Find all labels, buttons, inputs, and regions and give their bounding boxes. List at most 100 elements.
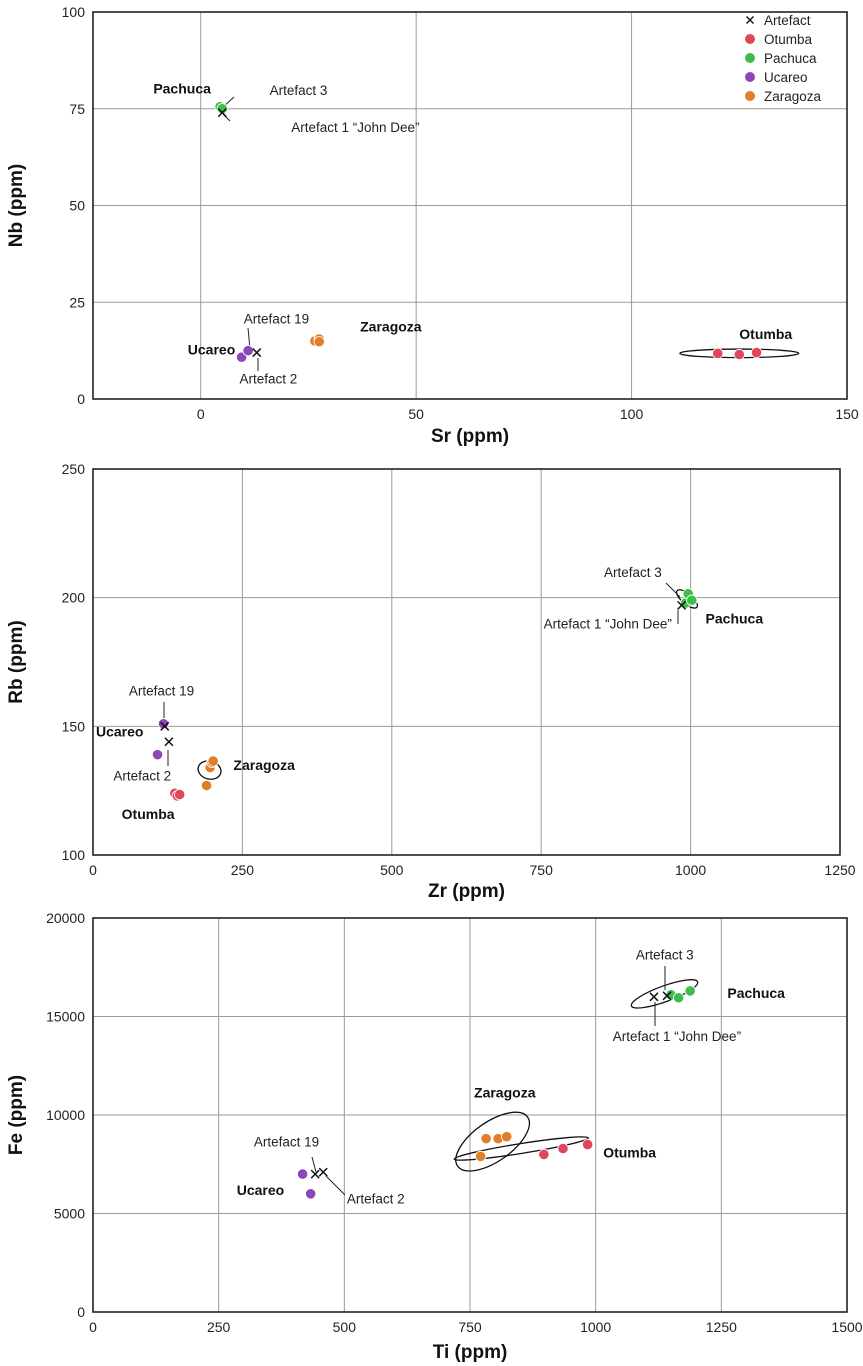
x-tick-label: 1250: [706, 1319, 737, 1335]
x-tick-label: 1500: [831, 1319, 862, 1335]
x-tick-label: 1000: [675, 862, 706, 878]
legend-otumba-icon: [745, 34, 755, 44]
y-tick-label: 75: [69, 101, 85, 117]
otumba-point: [750, 346, 763, 359]
zaragoza-point: [313, 336, 325, 348]
y-tick-label: 10000: [46, 1107, 85, 1123]
x-tick-label: 250: [207, 1319, 231, 1335]
ucareo-point: [242, 345, 254, 357]
y-tick-label: 20000: [46, 910, 85, 926]
x-tick-label: 500: [380, 862, 404, 878]
artefact-point: [217, 108, 227, 118]
x-tick-label: 500: [333, 1319, 357, 1335]
artefact-point: [160, 721, 170, 731]
otumba-point: [538, 1148, 550, 1161]
y-tick-label: 100: [62, 847, 86, 863]
otumba-point: [557, 1142, 569, 1155]
ucareo-point: [157, 718, 170, 730]
x-tick-label: 750: [530, 862, 554, 878]
source-label: Zaragoza: [360, 318, 422, 334]
source-label: Otumba: [739, 326, 792, 342]
artefact-annotation: Artefact 2: [239, 372, 297, 387]
confidence-ellipse: [453, 1136, 589, 1161]
annotation-leader: [665, 582, 681, 598]
otumba-point: [733, 348, 745, 361]
x-tick-label: 250: [231, 862, 255, 878]
otumba-point: [712, 347, 724, 359]
y-tick-label: 15000: [46, 1009, 85, 1025]
legend: Artefact Otumba Pachuca Ucareo Zaragoza: [745, 13, 822, 104]
legend-pachuca-icon: [745, 53, 755, 63]
y-tick-label: 150: [62, 718, 86, 734]
artefact-annotation: Artefact 2: [347, 1192, 405, 1207]
confidence-ellipse: [630, 979, 699, 1009]
y-axis-label: Nb (ppm): [6, 164, 27, 247]
zaragoza-point: [200, 779, 213, 792]
artefact-point: [318, 1167, 328, 1177]
pachuca-point: [684, 985, 696, 997]
artefact-point: [252, 348, 262, 358]
y-tick-label: 200: [62, 590, 86, 606]
x-axis-label: Sr (ppm): [431, 426, 509, 447]
zaragoza-point: [474, 1150, 487, 1162]
artefact-annotation: Artefact 19: [254, 1135, 319, 1150]
x-tick-label: 100: [620, 406, 644, 422]
x-tick-label: 0: [89, 862, 97, 878]
source-label: Zaragoza: [474, 1084, 536, 1100]
artefact-annotation: Artefact 1 “John Dee”: [613, 1029, 741, 1044]
y-axis-label: Fe (ppm): [6, 1075, 27, 1155]
artefact-annotation: Artefact 1 “John Dee”: [544, 617, 672, 632]
pachuca-point: [216, 103, 228, 115]
y-tick-label: 50: [69, 198, 85, 214]
artefact-point: [677, 600, 687, 610]
annotation-leader: [311, 1156, 317, 1173]
artefact-annotation: Artefact 19: [129, 683, 194, 698]
chart-panel-ti-fe: 0 250 500 750 1000 1250 1500050001000015000200…: [6, 910, 863, 1363]
plot-frame: [92, 11, 848, 400]
legend-zaragoza-icon: [745, 91, 755, 101]
source-label: Ucareo: [237, 1182, 284, 1198]
zaragoza-point: [501, 1131, 513, 1143]
otumba-point: [174, 788, 186, 801]
y-tick-label: 250: [62, 461, 86, 477]
artefact-annotation: Artefact 1 “John Dee”: [291, 120, 419, 135]
artefact-annotation: Artefact 19: [244, 312, 309, 327]
x-tick-label: 50: [408, 406, 424, 422]
zaragoza-point: [480, 1133, 492, 1145]
y-tick-label: 5000: [54, 1206, 85, 1222]
x-tick-label: 1000: [580, 1319, 611, 1335]
artefact-point: [649, 992, 659, 1002]
chart-panel-zr-rb: 0 250 500 750 1000 1250 100 150 200 250 Zr (ppm) Rb…: [6, 461, 856, 902]
x-tick-label: 150: [835, 406, 859, 422]
y-tick-label: 25: [69, 294, 85, 310]
x-tick-label: 0: [197, 406, 205, 422]
legend-label: Otumba: [764, 32, 813, 47]
artefact-point: [310, 1169, 320, 1179]
y-tick-label: 100: [62, 4, 86, 20]
artefact-point: [164, 737, 174, 747]
confidence-ellipse: [455, 1111, 531, 1172]
source-label: Zaragoza: [233, 757, 295, 773]
source-label: Pachuca: [727, 985, 785, 1001]
legend-label: Zaragoza: [764, 89, 822, 104]
artefact-annotation: Artefact 3: [270, 83, 328, 98]
source-label: Pachuca: [706, 610, 764, 626]
ucareo-point: [305, 1188, 317, 1200]
source-label: Ucareo: [96, 724, 143, 740]
ucareo-point: [151, 749, 164, 761]
ucareo-point: [297, 1168, 309, 1180]
artefact-point: [662, 991, 672, 1001]
artefact-annotation: Artefact 3: [604, 565, 662, 580]
zaragoza-point: [207, 755, 219, 767]
y-axis-label: Rb (ppm): [6, 620, 27, 703]
plot-frame: [92, 917, 848, 1313]
x-tick-label: 1250: [824, 862, 855, 878]
pachuca-point: [673, 992, 685, 1004]
annotation-leader: [325, 1175, 346, 1196]
artefact-annotation: Artefact 2: [113, 768, 171, 783]
legend-label: Pachuca: [764, 51, 817, 66]
legend-label: Ucareo: [764, 70, 808, 85]
x-tick-label: 750: [458, 1319, 482, 1335]
source-label: Pachuca: [153, 80, 211, 96]
